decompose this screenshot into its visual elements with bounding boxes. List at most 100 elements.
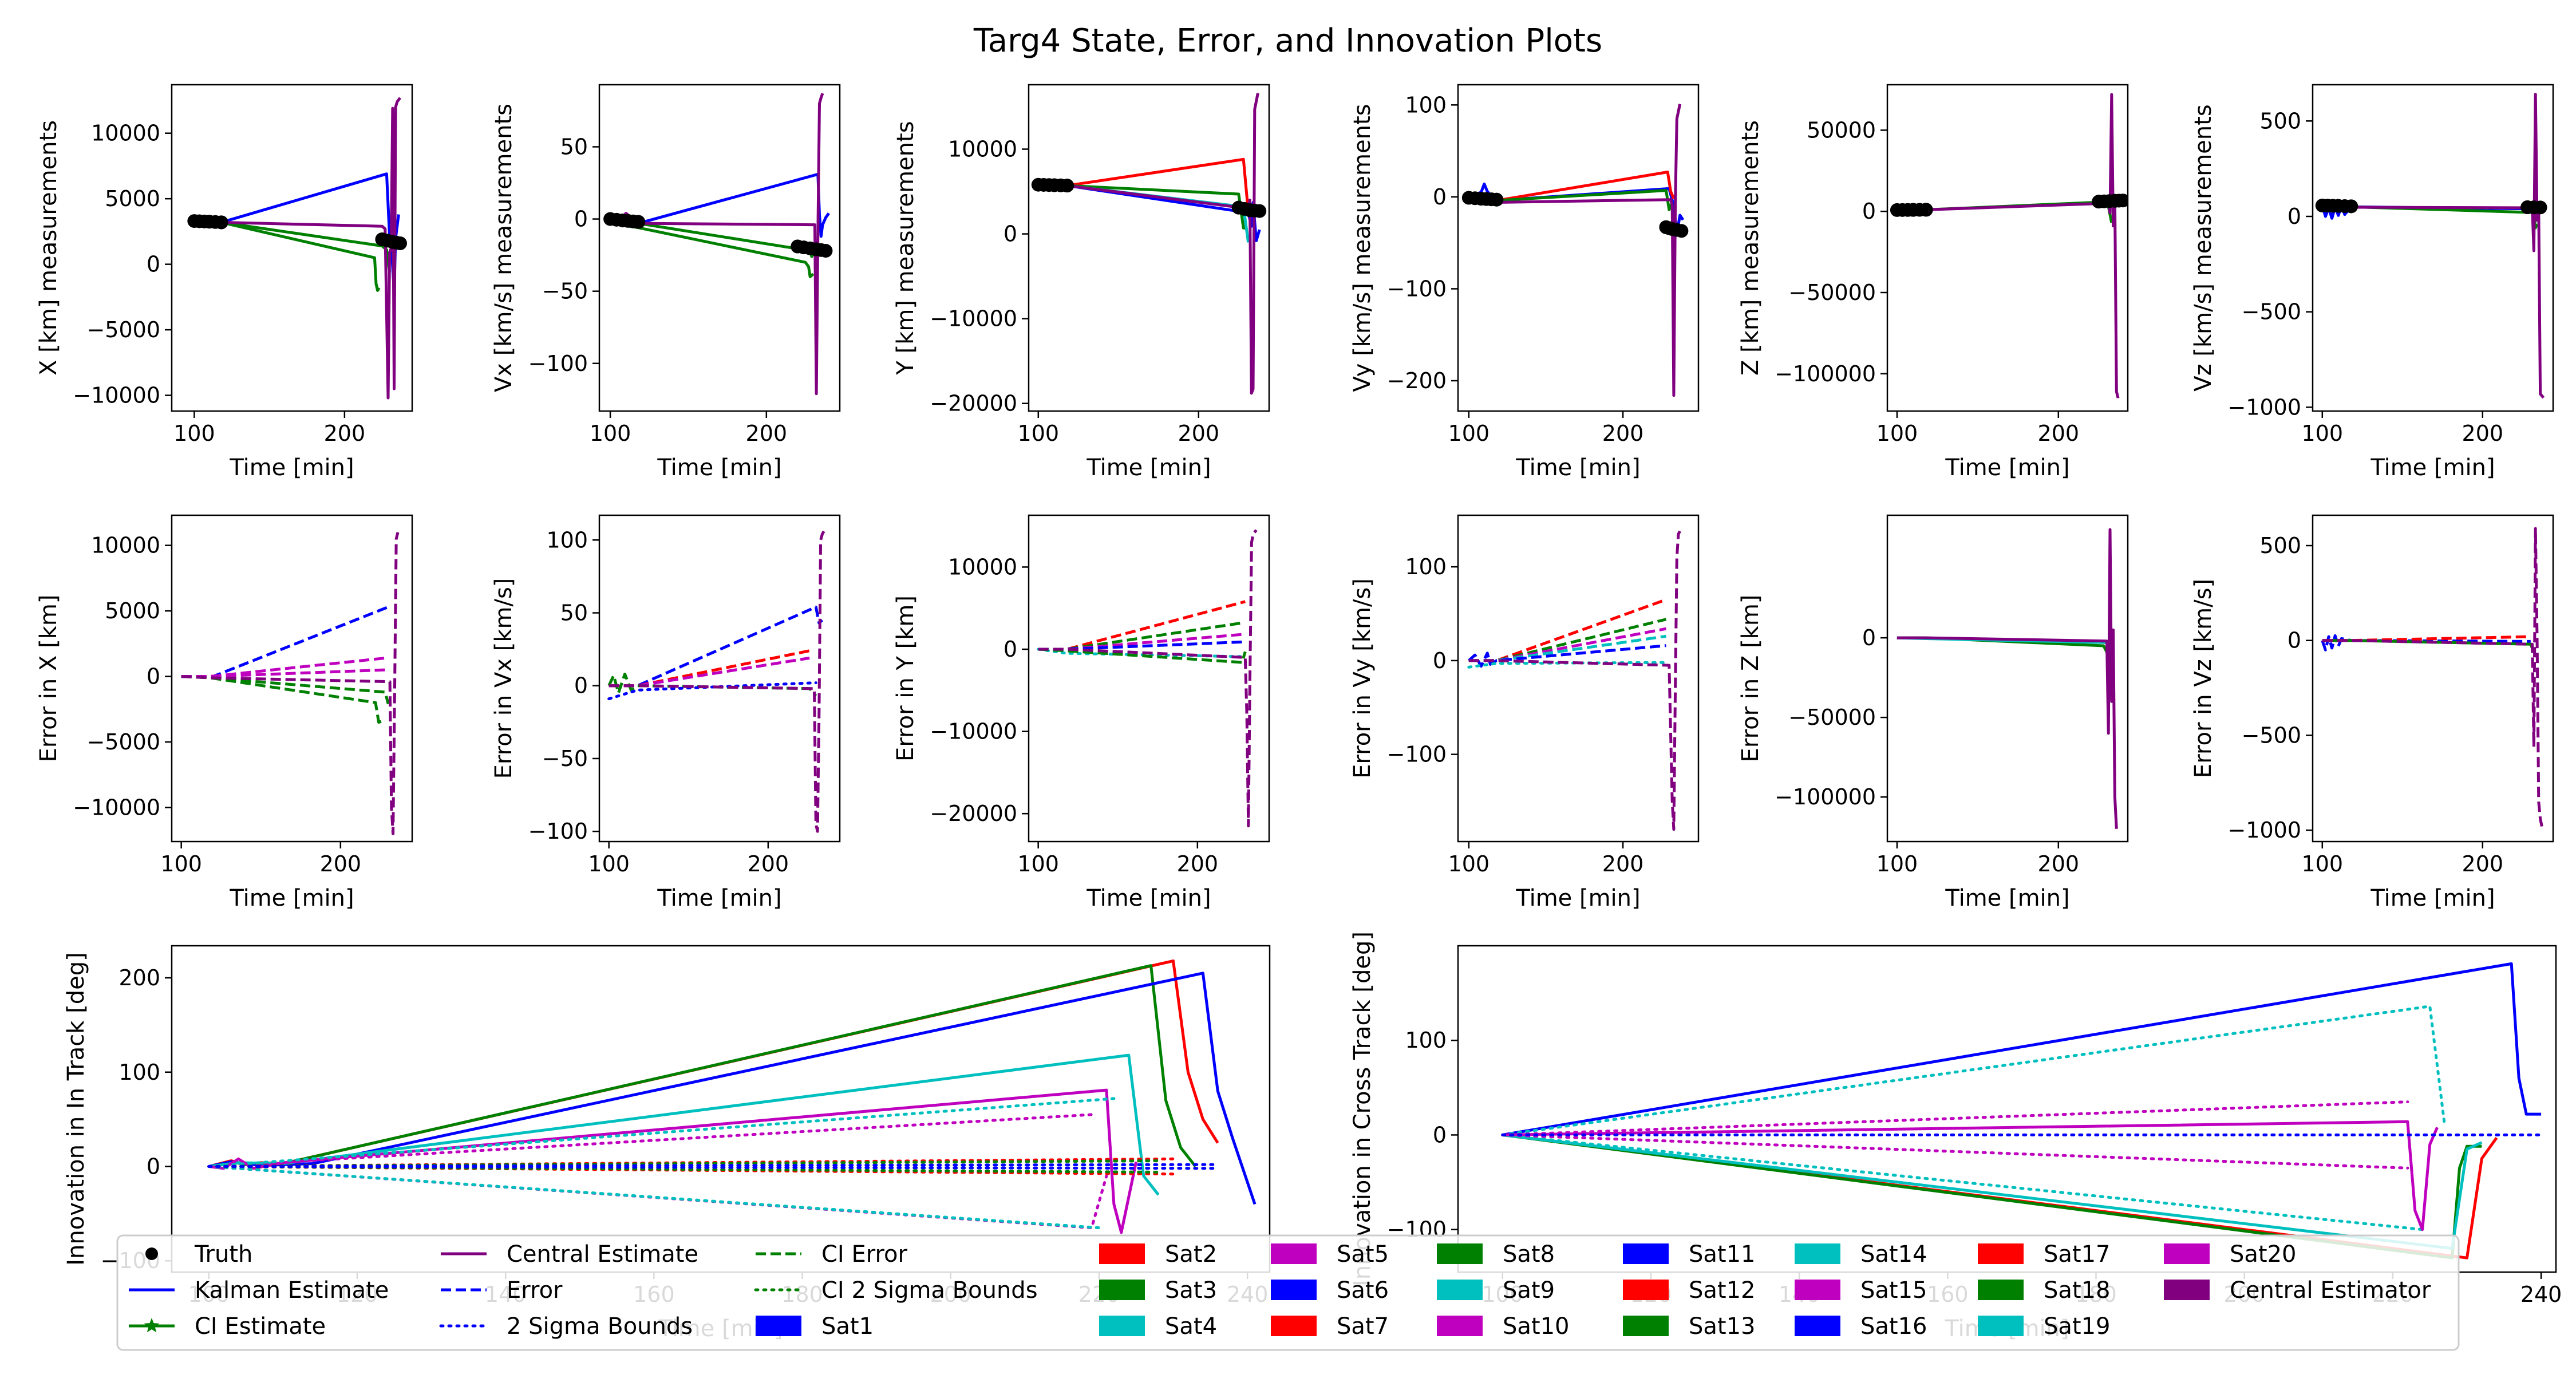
y-tick-label: −100 [1387, 276, 1447, 301]
plot-area [187, 97, 407, 400]
y-tick-label: −100 [1387, 742, 1447, 767]
y-tick-label: 50 [560, 600, 588, 625]
y-tick-label: −100000 [1775, 361, 1876, 386]
series-line [607, 681, 817, 701]
legend-item: Sat16 [1795, 1313, 1927, 1340]
x-tick-label: 200 [1602, 851, 1644, 876]
panel-vz_meas: 100 200 −1000 −500 0 500 Time [min] Vz [km/s] m… [2190, 84, 2554, 481]
panel-vy_err: 100 200 −100 0 100 Time [min] Error in Vy [km/… [1349, 514, 1700, 911]
figure-title: Targ4 State, Error, and Innovation Plots [973, 22, 1602, 60]
legend-item: Sat11 [1623, 1241, 1755, 1268]
y-tick-label: −100 [528, 351, 588, 376]
legend-item: CI 2 Sigma Bounds [754, 1277, 1038, 1304]
legend-patch [1271, 1243, 1317, 1264]
x-axis-label: Time [min] [229, 455, 354, 481]
y-tick-label: 100 [1405, 92, 1447, 117]
legend-item: Sat8 [1437, 1241, 1555, 1268]
y-tick-label: −100 [528, 819, 588, 844]
legend-label: Sat8 [1503, 1241, 1555, 1268]
legend-item: Error [441, 1277, 563, 1304]
legend-item: Truth [145, 1241, 252, 1268]
legend-item: Sat10 [1437, 1313, 1569, 1340]
legend-label: Error [507, 1277, 563, 1304]
y-axis-label: Innovation in Cross Track [deg] [1349, 931, 1376, 1286]
series-line [207, 1159, 1160, 1168]
y-tick-label: 0 [1433, 1122, 1447, 1147]
y-tick-label: −10000 [930, 306, 1017, 331]
legend-item: Sat15 [1795, 1277, 1927, 1304]
legend-patch [1978, 1316, 2024, 1336]
legend-label: Sat7 [1337, 1313, 1389, 1340]
series-line [1501, 1133, 2409, 1170]
axes-frame [1886, 84, 2129, 412]
series-line [1468, 530, 1681, 831]
truth-point [2344, 199, 2358, 214]
x-tick-label: 100 [160, 851, 202, 876]
plot-area [1467, 530, 1681, 831]
series-line [1038, 600, 1246, 651]
y-tick-label: −50 [542, 279, 588, 304]
x-tick-label: 100 [173, 421, 215, 446]
plot-area [207, 959, 1257, 1234]
y-tick-label: 0 [1433, 184, 1447, 210]
y-tick-label: 0 [147, 1154, 160, 1179]
y-tick-label: −50000 [1788, 280, 1876, 305]
y-tick-label: −1000 [2227, 818, 2301, 843]
y-tick-label: 0 [1003, 222, 1017, 247]
x-tick-label: 100 [1018, 421, 1060, 446]
legend-item: 2 Sigma Bounds [439, 1313, 693, 1340]
plot-area [1461, 104, 1689, 397]
legend-item: Sat4 [1099, 1313, 1217, 1340]
x-tick-label: 200 [324, 421, 366, 446]
legend-label: Sat5 [1337, 1241, 1389, 1268]
y-tick-label: 0 [147, 252, 160, 277]
panel-x_err: 100 200 −10000 −5000 0 5000 10000 Time [min] Err… [35, 514, 413, 911]
x-axis-label: Time [min] [657, 455, 781, 481]
series-line [2322, 527, 2543, 827]
axes-frame [1028, 514, 1270, 843]
y-tick-label: 10000 [91, 533, 160, 558]
legend-item: Sat14 [1795, 1241, 1927, 1268]
legend-item: Sat5 [1271, 1241, 1389, 1268]
plot-area [181, 532, 400, 835]
legend-patch [1271, 1316, 1317, 1336]
x-tick-label: 100 [1876, 851, 1918, 876]
legend-label: Truth [194, 1241, 252, 1268]
axes-frame [171, 84, 413, 412]
series-line [1038, 529, 1258, 828]
legend: Truth Kalman Estimate CI Estimate Central E… [116, 1234, 2460, 1351]
series-line [609, 656, 810, 688]
legend-patch [1099, 1316, 1145, 1336]
plot-area [2315, 93, 2547, 399]
y-tick-label: 0 [147, 664, 160, 689]
legend-item: Central Estimate [441, 1241, 698, 1268]
legend-item: Sat2 [1099, 1241, 1217, 1268]
legend-item: Sat12 [1623, 1277, 1755, 1304]
y-tick-label: 100 [1405, 554, 1447, 579]
panel-vx_meas: 100 200 −100 −50 0 50 Time [min] Vx [km/s] meas… [491, 84, 841, 481]
truth-point [1490, 192, 1504, 207]
plot-area [1037, 529, 1258, 828]
series-line [181, 605, 389, 678]
y-tick-label: −100000 [1775, 784, 1876, 810]
plot-area [603, 93, 833, 396]
panel-z_err: 100 200 −100000 −50000 0 Time [min] Error in Z… [1737, 514, 2129, 911]
y-tick-label: 10000 [948, 554, 1017, 579]
truth-point [2533, 200, 2547, 215]
legend-patch [1978, 1280, 2024, 1300]
series-line [1038, 93, 1259, 395]
series-line [1467, 661, 1668, 669]
truth-point [1674, 224, 1689, 238]
panel-vz_err: 100 200 −1000 −500 0 500 Time [min] Error in Vz… [2190, 514, 2554, 911]
panel-x_meas: 100 200 −10000 −5000 0 5000 10000 Time [min] X [… [35, 84, 413, 481]
x-axis-label: Time [min] [1086, 455, 1211, 481]
y-tick-label: 0 [2287, 628, 2301, 653]
legend-label: Sat19 [2044, 1313, 2110, 1340]
legend-label: Sat13 [1689, 1313, 1755, 1340]
x-axis-label: Time [min] [1515, 885, 1640, 911]
series-line [207, 1165, 1219, 1170]
truth-point [2116, 194, 2128, 208]
truth-point [1060, 179, 1074, 193]
legend-label: Sat12 [1689, 1277, 1755, 1304]
truth-point [631, 215, 646, 229]
